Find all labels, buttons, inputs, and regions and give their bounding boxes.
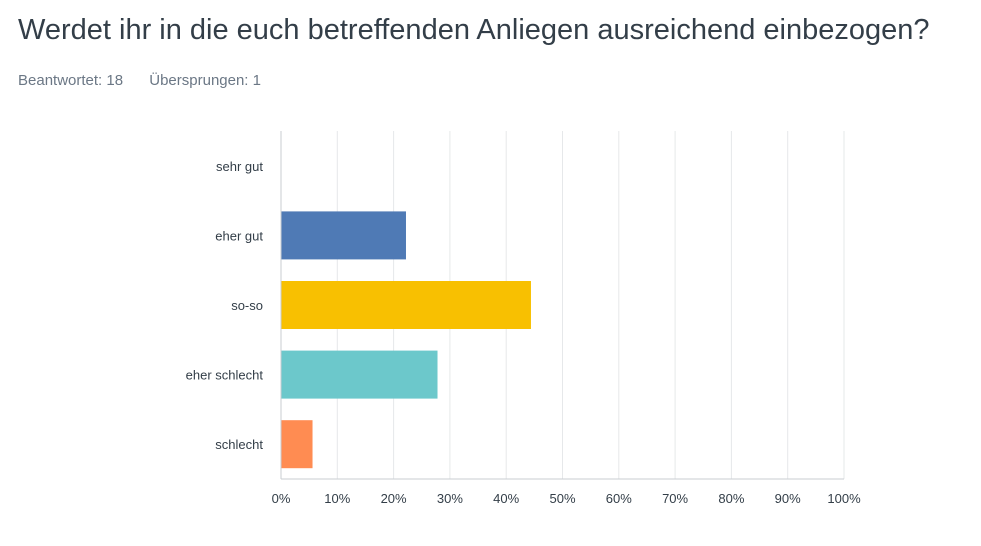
bars — [281, 211, 531, 469]
x-tick-label: 70% — [662, 491, 688, 506]
question-title: Werdet ihr in die euch betreffenden Anli… — [18, 14, 930, 46]
category-label: eher schlecht — [186, 368, 264, 383]
x-tick-label: 30% — [437, 491, 463, 506]
category-label: so-so — [231, 298, 263, 313]
x-tick-label: 60% — [606, 491, 632, 506]
answered-count: Beantwortet: 18 — [18, 72, 124, 89]
bar — [281, 211, 406, 260]
bar — [281, 281, 531, 329]
category-label: sehr gut — [216, 159, 263, 174]
x-tick-label: 100% — [827, 491, 861, 506]
response-stats: Beantwortet: 18 Übersprungen: 1 — [18, 72, 283, 89]
category-label: schlecht — [215, 437, 263, 452]
skipped-count: Übersprungen: 1 — [149, 72, 261, 89]
x-tick-label: 40% — [493, 491, 519, 506]
category-label: eher gut — [215, 228, 263, 243]
bar — [281, 350, 438, 399]
category-labels: sehr gut eher gut so-so eher schlecht schlec… — [186, 159, 264, 452]
x-tick-label: 20% — [381, 491, 407, 506]
x-tick-label: 80% — [718, 491, 744, 506]
tick-labels: 0% 10% 20% 30% 40% 50% 60% 70% 80% 90% 100% — [272, 491, 861, 506]
x-tick-label: 0% — [272, 491, 291, 506]
x-tick-label: 50% — [549, 491, 575, 506]
x-tick-label: 10% — [324, 491, 350, 506]
x-tick-label: 90% — [775, 491, 801, 506]
bar — [281, 420, 313, 469]
